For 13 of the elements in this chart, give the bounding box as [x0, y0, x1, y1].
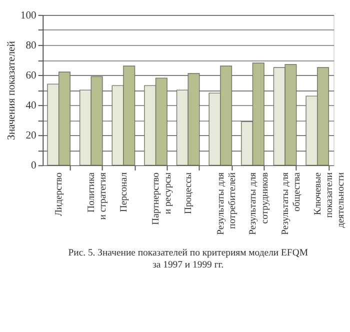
x-tick-label: Процессы	[182, 172, 194, 214]
y-tick-label: 40	[26, 100, 36, 112]
y-axis-title: Значения показателей	[6, 40, 18, 140]
y-tick-label: 80	[26, 40, 36, 52]
x-tick-label: Лидерство	[54, 172, 65, 216]
y-tick-label: 100	[20, 10, 36, 22]
y-tick-label: 0	[31, 160, 36, 172]
text: Рис. 5. Значение показателей по критериям модели EFQM за 1997 и 1999 гг.	[68, 248, 308, 270]
x-tick-label: Персонал	[118, 172, 130, 212]
y-tick-label: 20	[26, 130, 36, 142]
x-tick-label: Политика и стратегия	[86, 172, 109, 220]
y-tick-label: 60	[26, 70, 36, 82]
x-tick-label: Партнерство и ресурсы	[150, 172, 174, 225]
